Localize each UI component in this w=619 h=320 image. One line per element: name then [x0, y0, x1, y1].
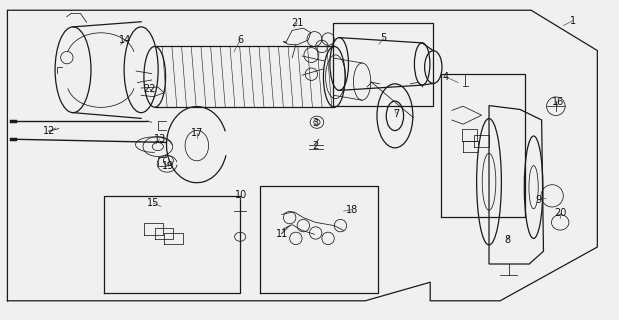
Text: 15: 15 [147, 198, 160, 208]
Text: 4: 4 [443, 72, 449, 82]
Text: 9: 9 [535, 195, 542, 205]
Text: 11: 11 [275, 228, 288, 239]
Text: 8: 8 [504, 235, 511, 245]
Text: 20: 20 [554, 208, 566, 218]
Text: 6: 6 [237, 35, 243, 45]
Text: 18: 18 [345, 204, 358, 215]
Text: 10: 10 [235, 190, 248, 200]
Text: 5: 5 [381, 33, 387, 44]
Text: 13: 13 [154, 134, 166, 144]
Text: 22: 22 [144, 84, 156, 94]
Text: 19: 19 [162, 161, 175, 172]
Text: 16: 16 [552, 97, 565, 108]
Text: 14: 14 [119, 35, 131, 45]
Text: 12: 12 [43, 126, 56, 136]
Text: 1: 1 [569, 16, 576, 26]
Text: 3: 3 [313, 118, 319, 128]
Text: 2: 2 [313, 140, 319, 151]
Text: 7: 7 [393, 108, 399, 119]
Text: 17: 17 [191, 128, 203, 138]
Text: 21: 21 [291, 18, 303, 28]
